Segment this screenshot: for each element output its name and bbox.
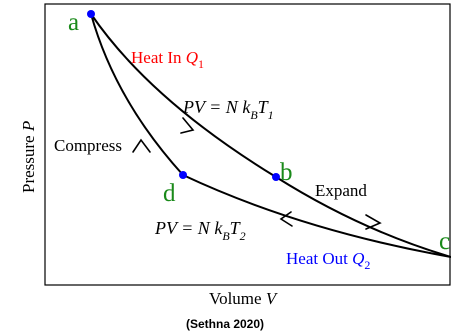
citation-caption: (Sethna 2020): [186, 317, 264, 331]
heat-in-label: Heat In Q1: [131, 48, 204, 71]
point-a-label: a: [68, 9, 79, 36]
arrow-compress: [132, 138, 151, 153]
plot-frame: [44, 3, 451, 286]
arrow-hot-isotherm: [180, 117, 195, 134]
point-d-label: d: [163, 180, 176, 207]
isotherm-hot-equation: PV = N kBT1: [182, 97, 274, 122]
compress-label: Compress: [54, 136, 122, 155]
isotherm-cold-equation: PV = N kBT2: [154, 218, 246, 243]
point-c-label: c: [439, 228, 450, 255]
heat-out-label: Heat Out Q2: [286, 249, 370, 272]
x-axis-label: Volume V: [209, 289, 279, 308]
point-d-dot: [179, 171, 187, 179]
expand-label: Expand: [315, 181, 367, 200]
isotherm-cold-curve: [182, 174, 451, 258]
point-a-dot: [87, 10, 95, 18]
point-b-dot: [272, 173, 280, 181]
adiabat-compress-curve: [90, 13, 184, 176]
adiabat-expand-curve: [275, 176, 451, 258]
point-b-label: b: [280, 159, 293, 186]
arrow-expand: [365, 214, 382, 230]
arrow-cold-isotherm: [279, 211, 293, 227]
cycle-curves: [90, 13, 451, 258]
y-axis-label: Pressure P: [19, 121, 38, 193]
direction-arrows: [132, 117, 382, 230]
isotherm-hot-curve: [90, 13, 277, 178]
